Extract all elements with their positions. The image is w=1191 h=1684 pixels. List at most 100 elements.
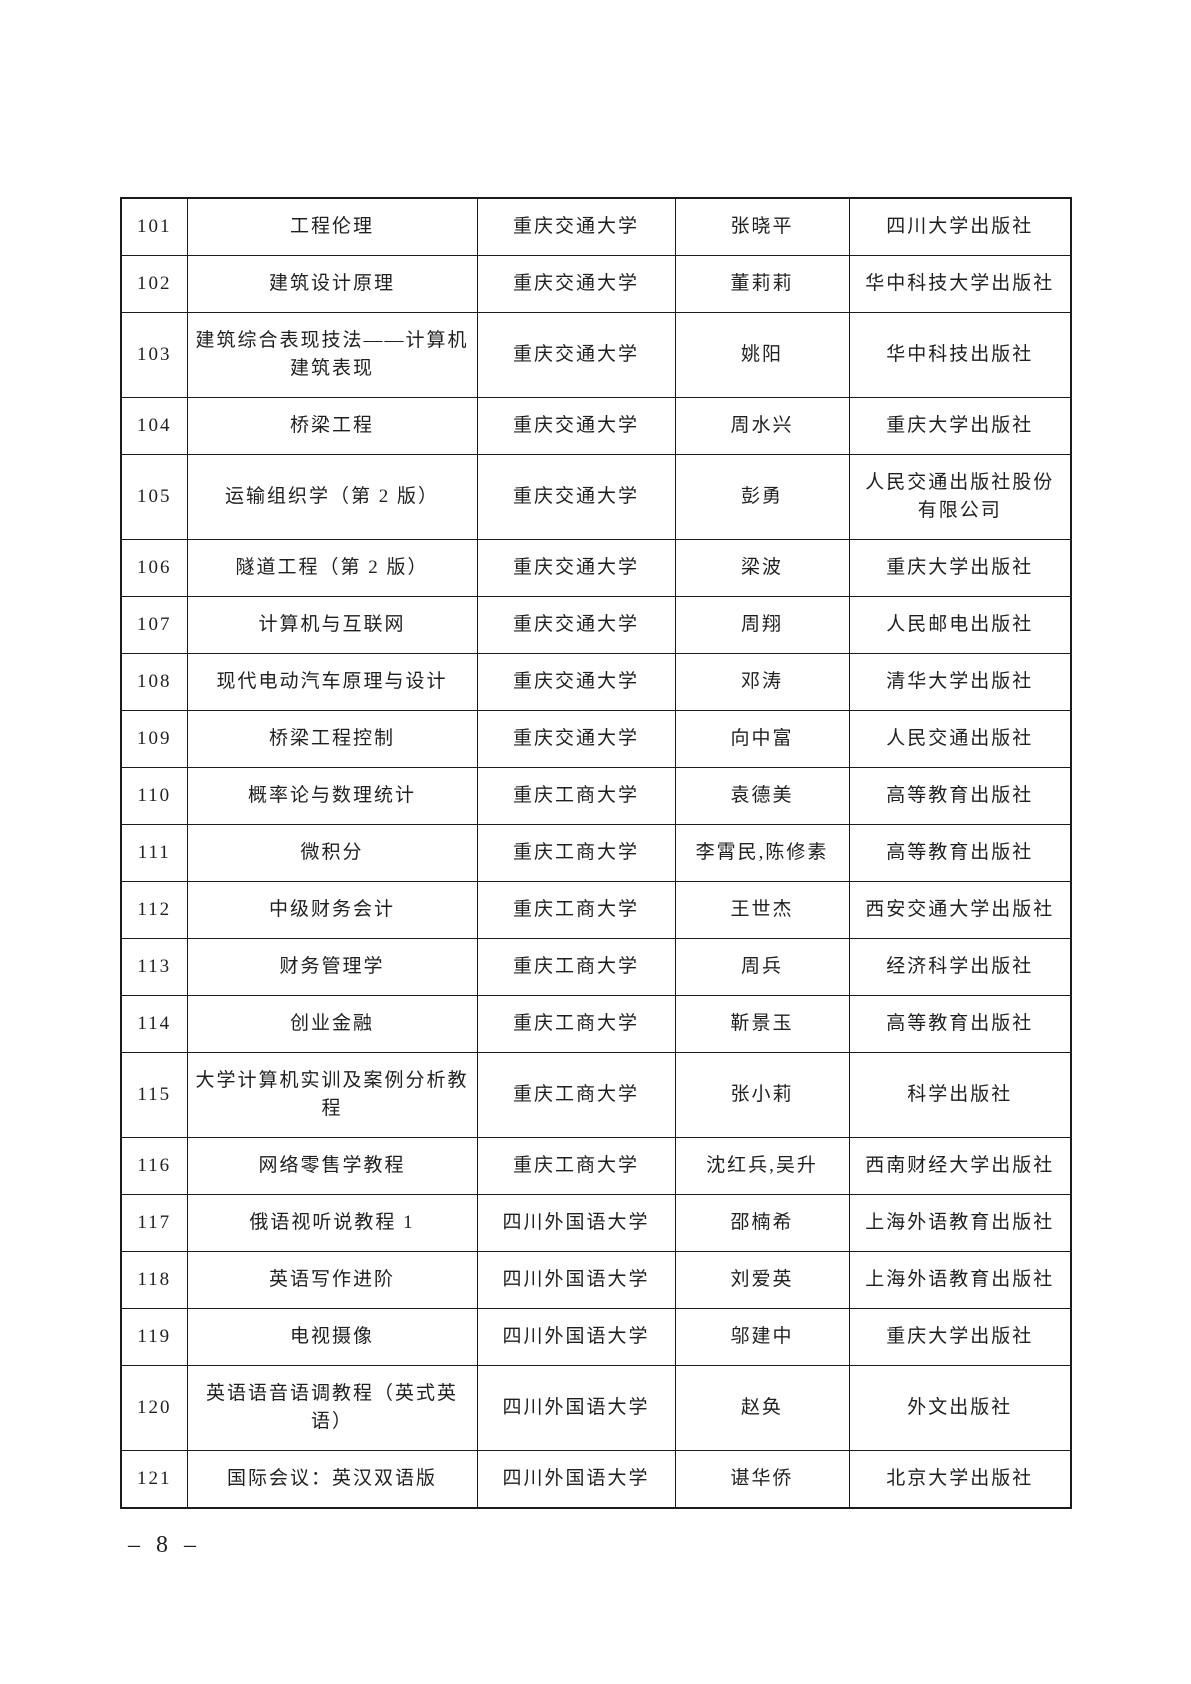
cell-no: 117: [120, 1194, 188, 1252]
cell-publisher: 重庆大学出版社: [848, 1308, 1072, 1366]
cell-no: 103: [120, 312, 188, 398]
cell-title: 创业金融: [186, 995, 478, 1053]
cell-author: 沈红兵,吴升: [674, 1137, 850, 1195]
cell-publisher: 经济科学出版社: [848, 938, 1072, 996]
table-row: 102 建筑设计原理 重庆交通大学 董莉莉 华中科技大学出版社: [120, 255, 1072, 313]
cell-title: 运输组织学（第 2 版）: [186, 454, 478, 540]
cell-no: 116: [120, 1137, 188, 1195]
cell-no: 106: [120, 539, 188, 597]
cell-author: 王世杰: [674, 881, 850, 939]
table-row: 105 运输组织学（第 2 版） 重庆交通大学 彭勇 人民交通出版社股份有限公司: [120, 454, 1072, 540]
cell-publisher: 外文出版社: [848, 1365, 1072, 1451]
cell-title: 网络零售学教程: [186, 1137, 478, 1195]
table-row: 115 大学计算机实训及案例分析教程 重庆工商大学 张小莉 科学出版社: [120, 1052, 1072, 1138]
table-row: 112 中级财务会计 重庆工商大学 王世杰 西安交通大学出版社: [120, 881, 1072, 939]
cell-author: 袁德美: [674, 767, 850, 825]
cell-author: 谌华侨: [674, 1450, 850, 1509]
cell-author: 邓涛: [674, 653, 850, 711]
cell-title: 桥梁工程: [186, 397, 478, 455]
cell-publisher: 科学出版社: [848, 1052, 1072, 1138]
cell-publisher: 华中科技出版社: [848, 312, 1072, 398]
cell-publisher: 人民交通出版社股份有限公司: [848, 454, 1072, 540]
cell-university: 四川外国语大学: [476, 1450, 676, 1509]
cell-title: 微积分: [186, 824, 478, 882]
cell-university: 重庆工商大学: [476, 881, 676, 939]
cell-no: 113: [120, 938, 188, 996]
cell-university: 四川外国语大学: [476, 1251, 676, 1309]
cell-no: 111: [120, 824, 188, 882]
cell-author: 赵奂: [674, 1365, 850, 1451]
cell-author: 邬建中: [674, 1308, 850, 1366]
cell-no: 101: [120, 197, 188, 256]
cell-no: 110: [120, 767, 188, 825]
cell-publisher: 高等教育出版社: [848, 995, 1072, 1053]
cell-no: 109: [120, 710, 188, 768]
cell-no: 112: [120, 881, 188, 939]
cell-title: 电视摄像: [186, 1308, 478, 1366]
textbook-table-body: 101 工程伦理 重庆交通大学 张晓平 四川大学出版社 102 建筑设计原理 重庆交通大学 董莉…: [120, 197, 1072, 1509]
cell-university: 重庆交通大学: [476, 397, 676, 455]
cell-publisher: 西南财经大学出版社: [848, 1137, 1072, 1195]
cell-title: 大学计算机实训及案例分析教程: [186, 1052, 478, 1138]
cell-publisher: 西安交通大学出版社: [848, 881, 1072, 939]
cell-university: 四川外国语大学: [476, 1365, 676, 1451]
cell-university: 重庆交通大学: [476, 255, 676, 313]
cell-title: 中级财务会计: [186, 881, 478, 939]
cell-title: 俄语视听说教程 1: [186, 1194, 478, 1252]
cell-no: 102: [120, 255, 188, 313]
cell-publisher: 高等教育出版社: [848, 767, 1072, 825]
cell-university: 重庆工商大学: [476, 938, 676, 996]
cell-title: 建筑设计原理: [186, 255, 478, 313]
cell-no: 107: [120, 596, 188, 654]
cell-title: 建筑综合表现技法——计算机建筑表现: [186, 312, 478, 398]
cell-publisher: 华中科技大学出版社: [848, 255, 1072, 313]
cell-no: 105: [120, 454, 188, 540]
cell-publisher: 清华大学出版社: [848, 653, 1072, 711]
cell-university: 重庆交通大学: [476, 539, 676, 597]
cell-university: 重庆交通大学: [476, 596, 676, 654]
cell-author: 姚阳: [674, 312, 850, 398]
cell-no: 104: [120, 397, 188, 455]
cell-university: 重庆工商大学: [476, 1137, 676, 1195]
cell-no: 118: [120, 1251, 188, 1309]
cell-university: 重庆交通大学: [476, 197, 676, 256]
cell-author: 张小莉: [674, 1052, 850, 1138]
cell-author: 周兵: [674, 938, 850, 996]
cell-publisher: 四川大学出版社: [848, 197, 1072, 256]
table-row: 109 桥梁工程控制 重庆交通大学 向中富 人民交通出版社: [120, 710, 1072, 768]
table-row: 119 电视摄像 四川外国语大学 邬建中 重庆大学出版社: [120, 1308, 1072, 1366]
cell-title: 概率论与数理统计: [186, 767, 478, 825]
table-row: 116 网络零售学教程 重庆工商大学 沈红兵,吴升 西南财经大学出版社: [120, 1137, 1072, 1195]
table-row: 118 英语写作进阶 四川外国语大学 刘爱英 上海外语教育出版社: [120, 1251, 1072, 1309]
cell-title: 现代电动汽车原理与设计: [186, 653, 478, 711]
cell-no: 121: [120, 1450, 188, 1509]
textbook-table: 101 工程伦理 重庆交通大学 张晓平 四川大学出版社 102 建筑设计原理 重庆交通大学 董莉…: [120, 197, 1072, 1509]
cell-author: 周水兴: [674, 397, 850, 455]
cell-author: 梁波: [674, 539, 850, 597]
page-number: – 8 –: [128, 1532, 201, 1558]
table-row: 121 国际会议：英汉双语版 四川外国语大学 谌华侨 北京大学出版社: [120, 1450, 1072, 1509]
table-row: 103 建筑综合表现技法——计算机建筑表现 重庆交通大学 姚阳 华中科技出版社: [120, 312, 1072, 398]
cell-publisher: 上海外语教育出版社: [848, 1251, 1072, 1309]
cell-university: 重庆交通大学: [476, 710, 676, 768]
cell-author: 周翔: [674, 596, 850, 654]
table-row: 120 英语语音语调教程（英式英语） 四川外国语大学 赵奂 外文出版社: [120, 1365, 1072, 1451]
table-row: 107 计算机与互联网 重庆交通大学 周翔 人民邮电出版社: [120, 596, 1072, 654]
cell-title: 隧道工程（第 2 版）: [186, 539, 478, 597]
cell-publisher: 北京大学出版社: [848, 1450, 1072, 1509]
table-row: 108 现代电动汽车原理与设计 重庆交通大学 邓涛 清华大学出版社: [120, 653, 1072, 711]
cell-publisher: 重庆大学出版社: [848, 539, 1072, 597]
cell-title: 桥梁工程控制: [186, 710, 478, 768]
table-row: 117 俄语视听说教程 1 四川外国语大学 邵楠希 上海外语教育出版社: [120, 1194, 1072, 1252]
table-row: 111 微积分 重庆工商大学 李霄民,陈修素 高等教育出版社: [120, 824, 1072, 882]
cell-university: 重庆工商大学: [476, 1052, 676, 1138]
cell-title: 财务管理学: [186, 938, 478, 996]
table-row: 101 工程伦理 重庆交通大学 张晓平 四川大学出版社: [120, 197, 1072, 256]
cell-author: 向中富: [674, 710, 850, 768]
cell-author: 董莉莉: [674, 255, 850, 313]
cell-publisher: 重庆大学出版社: [848, 397, 1072, 455]
cell-author: 邵楠希: [674, 1194, 850, 1252]
cell-no: 114: [120, 995, 188, 1053]
table-row: 104 桥梁工程 重庆交通大学 周水兴 重庆大学出版社: [120, 397, 1072, 455]
